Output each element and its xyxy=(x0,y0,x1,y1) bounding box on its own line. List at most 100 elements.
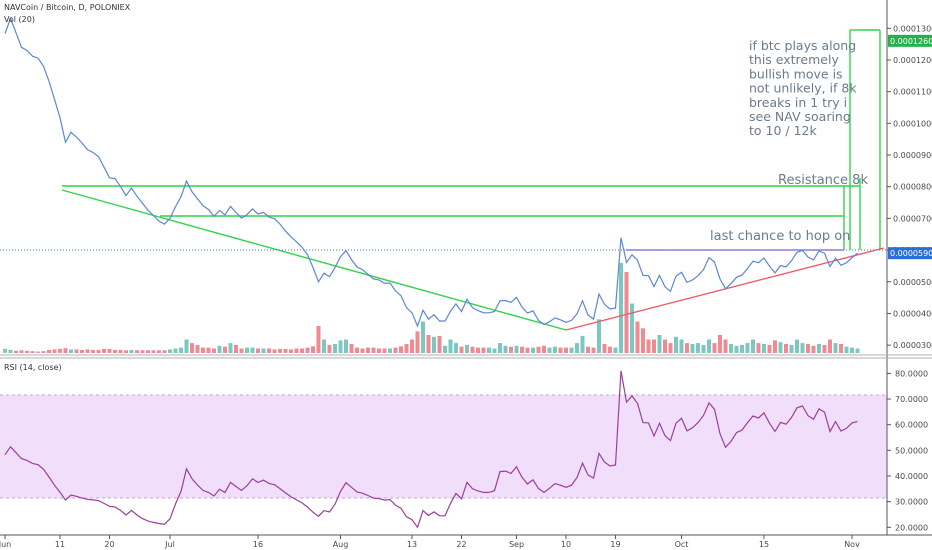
volume-bar xyxy=(443,345,447,353)
volume-bar xyxy=(173,348,178,353)
volume-bar xyxy=(492,348,497,353)
volume-bar xyxy=(476,347,480,353)
volume-bar xyxy=(74,349,79,353)
time-axis: Jun 11 20 Jul 16 Aug 13 22 Sep 10 19 Oct 15 Nov xyxy=(0,535,860,549)
volume-bar xyxy=(36,351,40,353)
volume-bar xyxy=(355,347,359,353)
time-tick-label: Jun xyxy=(0,540,11,549)
price-tick-label: 0.00005000 xyxy=(893,278,932,287)
volume-bar xyxy=(674,336,678,353)
price-label-box xyxy=(888,247,932,260)
volume-bar xyxy=(305,347,310,353)
volume-bar xyxy=(657,335,662,353)
volume-bar xyxy=(267,348,271,353)
volume-bar xyxy=(487,347,491,353)
volume-bar xyxy=(52,349,57,353)
volume-bar xyxy=(850,347,854,353)
volume-bar xyxy=(740,344,744,353)
price-series-line xyxy=(4,16,858,328)
time-tick-label: 16 xyxy=(253,540,263,549)
price-tick-label: 0.00012000 xyxy=(893,56,932,65)
volume-bar xyxy=(146,350,150,353)
volume-bar xyxy=(300,348,304,353)
volume-bar xyxy=(558,347,563,353)
price-label-text: 0.00005902 xyxy=(890,249,932,258)
annotation-line: if btc plays along xyxy=(749,38,856,53)
volume-bar xyxy=(855,348,860,353)
volume-bar xyxy=(426,335,431,353)
volume-bar xyxy=(712,343,717,353)
volume-bar xyxy=(151,350,156,353)
price-tick-label: 0.00007000 xyxy=(893,214,932,223)
rsi-tick-label: 50.0000 xyxy=(895,446,928,455)
volume-bar xyxy=(278,348,282,353)
chart-title: NAVCoin / Bitcoin, D, POLONIEX xyxy=(4,3,131,12)
volume-bar xyxy=(129,349,134,354)
volume-bar xyxy=(520,346,524,353)
volume-bar xyxy=(250,347,255,353)
volume-bar xyxy=(256,348,260,353)
volume-bar xyxy=(140,350,145,353)
volume-bar xyxy=(388,348,392,353)
volume-bar xyxy=(102,348,106,353)
volume-bar xyxy=(377,348,381,353)
volume-bar xyxy=(228,343,233,353)
volume-bar xyxy=(646,339,651,353)
volume-bar xyxy=(41,351,46,353)
price-label-text: 0.00012604 xyxy=(890,37,932,46)
volume-bar xyxy=(630,303,634,353)
rsi-tick-label: 60.0000 xyxy=(895,421,928,430)
volume-bar xyxy=(751,339,755,353)
volume-bar xyxy=(586,346,590,353)
time-tick-label: 15 xyxy=(759,540,769,549)
volume-bar xyxy=(8,349,13,354)
volume-bar xyxy=(184,339,189,353)
volume-bar xyxy=(613,347,618,353)
time-tick-label: Oct xyxy=(675,540,689,549)
price-tick-label: 0.00013000 xyxy=(893,24,932,33)
time-tick-label: 22 xyxy=(456,540,466,549)
volume-bar xyxy=(795,339,799,353)
volume-bar xyxy=(778,342,783,353)
volume-bar xyxy=(707,339,711,353)
volume-bar xyxy=(624,272,629,353)
rsi-tick-label: 30.0000 xyxy=(895,498,928,507)
volume-bar xyxy=(652,339,656,353)
time-tick-label: 19 xyxy=(610,540,620,549)
volume-bar xyxy=(421,321,425,353)
volume-bar xyxy=(553,346,557,353)
time-tick-label: 11 xyxy=(55,540,65,549)
annotation-line: breaks in 1 try i xyxy=(749,95,847,110)
volume-bar xyxy=(729,344,733,353)
rsi-series-line xyxy=(4,370,858,529)
volume-bar xyxy=(723,339,728,353)
volume-bar xyxy=(212,348,216,353)
volume-bar xyxy=(179,347,183,353)
volume-bar xyxy=(481,347,486,353)
rsi-tick-label: 80.0000 xyxy=(895,369,928,378)
volume-bar xyxy=(811,345,816,353)
volume-bar xyxy=(641,328,645,354)
volume-bar xyxy=(525,347,530,353)
volume-bar xyxy=(162,350,167,353)
volume-bar xyxy=(591,347,596,353)
annotation-line: to 10 / 12k xyxy=(749,123,817,138)
annotation-btc-bullish: if btc plays along this extremely bullish … xyxy=(749,38,857,138)
annotation-callout: if btc plays along this extremely bullish … xyxy=(710,38,868,244)
volume-bar xyxy=(619,263,623,353)
annotation-line: this extremely xyxy=(749,52,839,67)
volume-bar xyxy=(503,345,508,353)
volume-bar xyxy=(767,344,772,353)
volume-bar xyxy=(679,339,684,353)
volume-bar xyxy=(685,343,689,353)
price-tick-label: 0.00011000 xyxy=(893,88,932,97)
time-tick-label: 13 xyxy=(407,540,417,549)
volume-bar xyxy=(415,331,420,353)
volume-bar xyxy=(668,343,673,353)
volume-bar xyxy=(663,339,667,353)
volume-bar xyxy=(597,319,601,354)
volume-bar xyxy=(784,344,788,353)
volume-bar xyxy=(107,348,112,353)
volume-bar xyxy=(756,343,761,353)
volume-bar xyxy=(289,349,293,353)
